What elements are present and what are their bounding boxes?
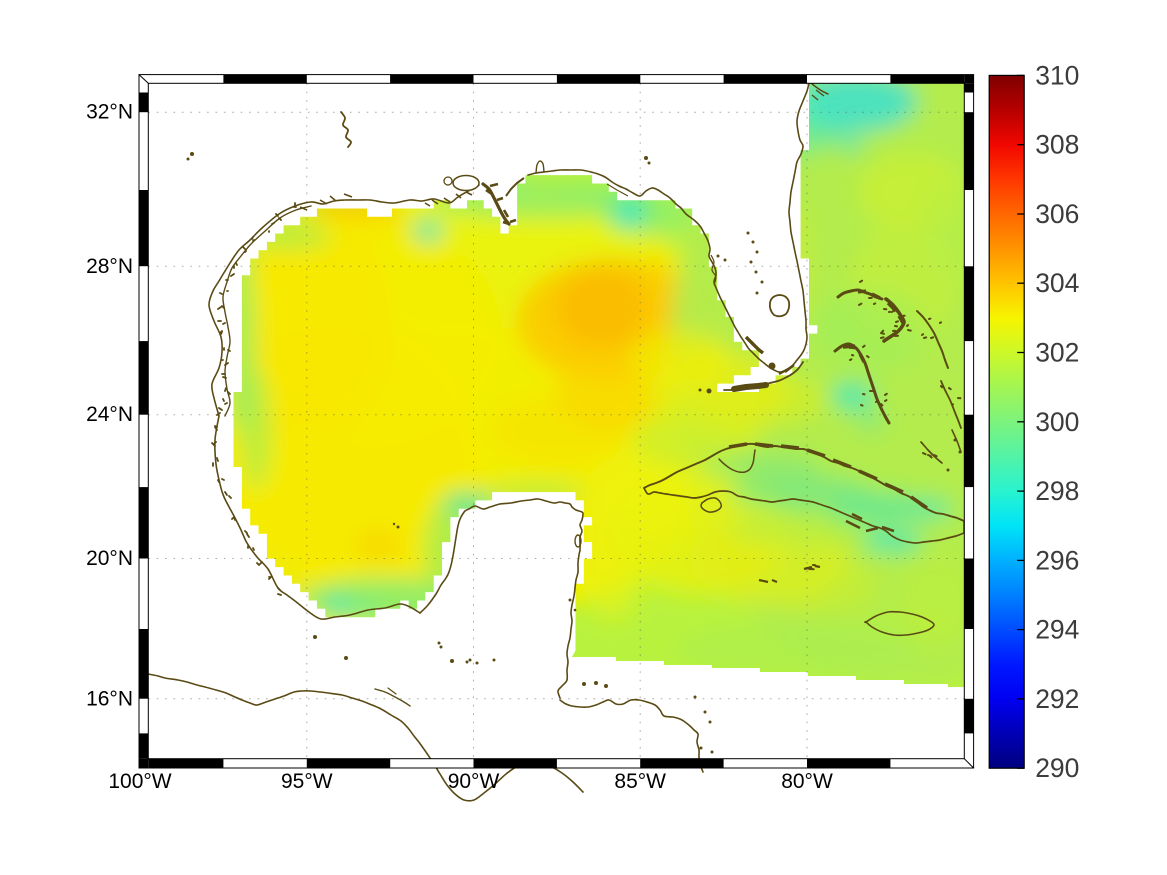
svg-text:306: 306 — [1035, 199, 1079, 229]
svg-text:304: 304 — [1035, 268, 1079, 298]
svg-text:80°W: 80°W — [781, 770, 833, 793]
svg-text:308: 308 — [1035, 130, 1079, 160]
svg-text:296: 296 — [1035, 545, 1079, 575]
svg-text:290: 290 — [1035, 753, 1079, 783]
svg-text:20°N: 20°N — [86, 547, 133, 570]
svg-text:85°W: 85°W — [614, 770, 666, 793]
svg-text:32°N: 32°N — [86, 101, 133, 124]
svg-text:16°N: 16°N — [86, 687, 133, 710]
svg-text:100°W: 100°W — [108, 770, 171, 793]
svg-text:24°N: 24°N — [86, 403, 133, 426]
svg-text:298: 298 — [1035, 476, 1079, 506]
svg-text:294: 294 — [1035, 615, 1079, 645]
svg-text:95°W: 95°W — [281, 770, 333, 793]
svg-text:292: 292 — [1035, 684, 1079, 714]
svg-text:90°W: 90°W — [448, 770, 500, 793]
svg-text:310: 310 — [1035, 60, 1079, 90]
svg-text:28°N: 28°N — [86, 255, 133, 278]
svg-text:302: 302 — [1035, 338, 1079, 368]
svg-text:300: 300 — [1035, 407, 1079, 437]
